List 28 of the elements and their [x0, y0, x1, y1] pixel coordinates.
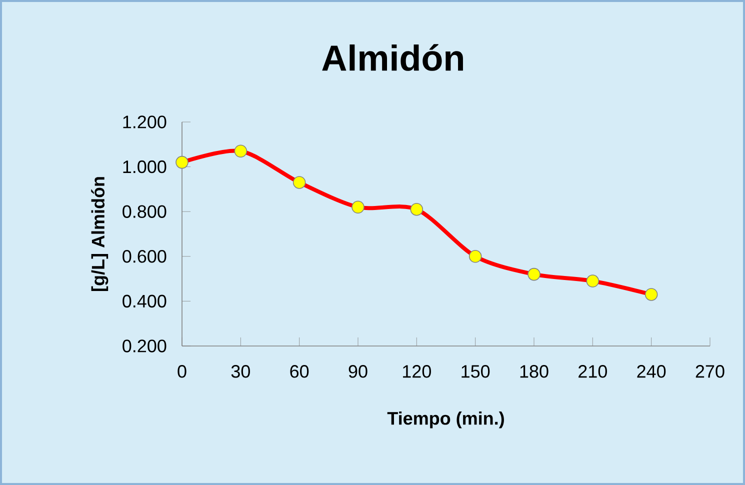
point: [292, 176, 306, 189]
point: [410, 202, 424, 216]
y-tick-label: 1.200: [123, 116, 166, 128]
x-tick-label: 210: [578, 365, 607, 378]
x-tick-label: 240: [637, 365, 666, 378]
x-tick-label: 60: [290, 365, 309, 378]
y-tick-label: 1.000: [123, 160, 166, 174]
point: [528, 268, 540, 281]
y-tick-label: 0.800: [122, 205, 166, 218]
point: [586, 274, 600, 288]
x-tick-label: 180: [520, 365, 548, 378]
point: [176, 156, 188, 169]
y-tick-label: 0.600: [122, 250, 166, 263]
point: [644, 288, 658, 301]
y-axis-title: [g/L] Almidón: [91, 177, 108, 291]
x-tick-label: 150: [462, 365, 490, 378]
x-tick-label: 270: [696, 365, 724, 378]
chart-title: Almidón: [322, 44, 463, 71]
x-tick-label: 90: [348, 365, 368, 378]
x-tick-label: 120: [403, 365, 431, 378]
y-tick-label: 0.400: [122, 294, 166, 308]
point: [352, 200, 364, 214]
x-axis-title: Tiempo (min.): [387, 412, 504, 428]
y-tick-label: 0.200: [122, 340, 166, 352]
x-tick-label: 30: [231, 365, 250, 378]
point: [234, 144, 248, 158]
x-tick-label: 0: [178, 365, 186, 378]
point: [468, 250, 482, 263]
